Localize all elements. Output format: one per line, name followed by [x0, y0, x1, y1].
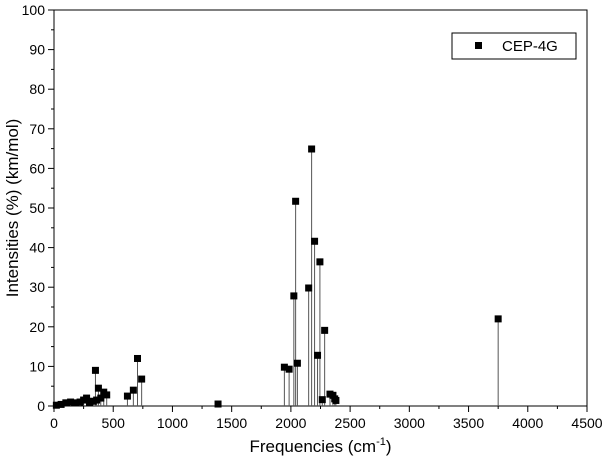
y-axis-title: Intensities (%) (km/mol)	[3, 119, 22, 298]
x-axis: 0 500 1000 1500 2000 2500 3000 3500 4000 4500	[50, 406, 602, 431]
x-tick-label: 500	[102, 415, 126, 431]
y-tick-label: 100	[22, 2, 46, 18]
data-point	[89, 397, 97, 405]
x-tick-label: 3500	[453, 415, 484, 431]
x-axis-title-main: Frequencies (cm	[249, 437, 376, 456]
legend: CEP-4G	[451, 32, 577, 60]
data-point	[311, 237, 319, 245]
y-tick-label: 70	[29, 121, 45, 137]
data-point	[292, 197, 300, 205]
data-point	[308, 145, 316, 153]
stick-lines	[55, 148, 499, 406]
data-point	[76, 398, 84, 406]
y-tick-label: 10	[29, 358, 45, 374]
data-point	[332, 396, 340, 404]
x-tick-label: 4000	[512, 415, 543, 431]
legend-label: CEP-4G	[502, 38, 558, 55]
data-point	[57, 400, 65, 408]
plot-frame	[53, 9, 588, 407]
data-point	[123, 392, 131, 400]
data-point	[280, 363, 288, 371]
x-axis-title-suffix: )	[386, 437, 392, 456]
x-tick-label: 3000	[394, 415, 425, 431]
y-tick-label: 30	[29, 279, 45, 295]
data-point	[94, 384, 102, 392]
x-tick-label: 2500	[335, 415, 366, 431]
data-point	[494, 315, 502, 323]
x-tick-label: 1500	[216, 415, 247, 431]
data-point	[305, 284, 313, 292]
data-point	[62, 399, 70, 407]
x-tick-label: 2000	[275, 415, 306, 431]
x-tick-label: 4500	[571, 415, 602, 431]
y-tick-label: 0	[37, 398, 45, 414]
data-point	[129, 386, 137, 394]
data-point	[293, 359, 301, 367]
data-point	[103, 391, 111, 399]
data-point	[97, 394, 105, 402]
data-point	[71, 399, 79, 407]
data-point	[321, 326, 329, 334]
y-tick-label: 90	[29, 42, 45, 58]
data-point	[290, 292, 298, 300]
y-tick-label: 50	[29, 200, 45, 216]
y-tick-label: 20	[29, 319, 45, 335]
x-tick-label: 1000	[157, 415, 188, 431]
x-axis-title-superscript: -1	[376, 436, 386, 448]
data-point	[52, 401, 60, 409]
data-point	[93, 396, 101, 404]
y-axis: 0 10 20 30 40 50 60 70 80 90 100	[22, 2, 54, 414]
data-point	[316, 258, 324, 266]
legend-box	[451, 32, 577, 60]
data-points	[52, 145, 502, 409]
data-point	[314, 351, 322, 359]
x-axis-title: Frequencies (cm-1)	[249, 436, 391, 456]
data-point	[214, 400, 222, 408]
y-tick-label: 80	[29, 81, 45, 97]
data-point	[83, 394, 91, 402]
data-point	[86, 399, 94, 407]
data-point	[138, 375, 146, 383]
data-point	[285, 365, 293, 373]
data-point	[67, 398, 75, 406]
y-tick-label: 60	[29, 160, 45, 176]
y-tick-label: 40	[29, 240, 45, 256]
data-point	[329, 391, 337, 399]
data-point	[318, 396, 326, 404]
data-point	[134, 354, 142, 362]
data-point	[91, 366, 99, 374]
x-tick-label: 0	[50, 415, 58, 431]
legend-marker	[475, 42, 482, 49]
